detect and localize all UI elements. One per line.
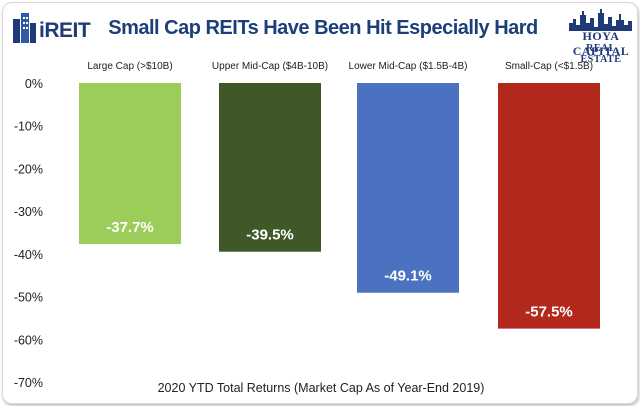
y-tick-label: -30%	[14, 205, 43, 219]
hoya-capital-logo: HOYA CAPITAL REAL ESTATE	[567, 9, 635, 65]
bar-value-label: -57.5%	[525, 304, 573, 321]
y-tick-label: -20%	[14, 162, 43, 176]
y-tick-label: -60%	[14, 333, 43, 347]
bar	[498, 83, 600, 329]
bars	[79, 83, 600, 329]
y-tick-label: -70%	[14, 376, 43, 390]
bar	[79, 83, 181, 245]
category-label: Upper Mid-Cap ($4B-10B)	[212, 61, 328, 72]
bar-chart: 0% -10% -20% -30% -40% -50% -60% -70% Large Cap…	[14, 61, 600, 395]
category-labels: Large Cap (>$10B) Upper Mid-Cap ($4B-10B)…	[87, 61, 593, 72]
x-axis-label: 2020 YTD Total Returns (Market Cap As of…	[158, 381, 485, 395]
y-tick-label: -40%	[14, 248, 43, 262]
y-tick-label: -50%	[14, 291, 43, 305]
skyline-icon	[569, 9, 632, 31]
ireit-logo: iREIT	[11, 13, 91, 47]
chart-title: Small Cap REITs Have Been Hit Especially…	[108, 17, 538, 39]
category-label: Lower Mid-Cap ($1.5B-4B)	[349, 61, 468, 72]
category-label: Small-Cap (<$1.5B)	[505, 61, 593, 72]
category-label: Large Cap (>$10B)	[87, 61, 172, 72]
hoya-logo-line2: REAL ESTATE	[580, 43, 622, 65]
bar-value-label: -39.5%	[246, 227, 294, 244]
bar-value-label: -49.1%	[384, 268, 432, 285]
y-axis-ticks: 0% -10% -20% -30% -40% -50% -60% -70%	[14, 77, 43, 390]
value-labels: -37.7% -39.5% -49.1% -57.5%	[106, 219, 573, 321]
ireit-logo-text: iREIT	[39, 19, 91, 42]
building-icon	[13, 13, 36, 43]
bar	[219, 83, 321, 252]
bar-value-label: -37.7%	[106, 219, 154, 236]
y-tick-label: 0%	[25, 77, 43, 91]
bar	[357, 83, 459, 293]
hoya-logo-line1: HOYA CAPITAL	[572, 29, 630, 58]
y-tick-label: -10%	[14, 120, 43, 134]
